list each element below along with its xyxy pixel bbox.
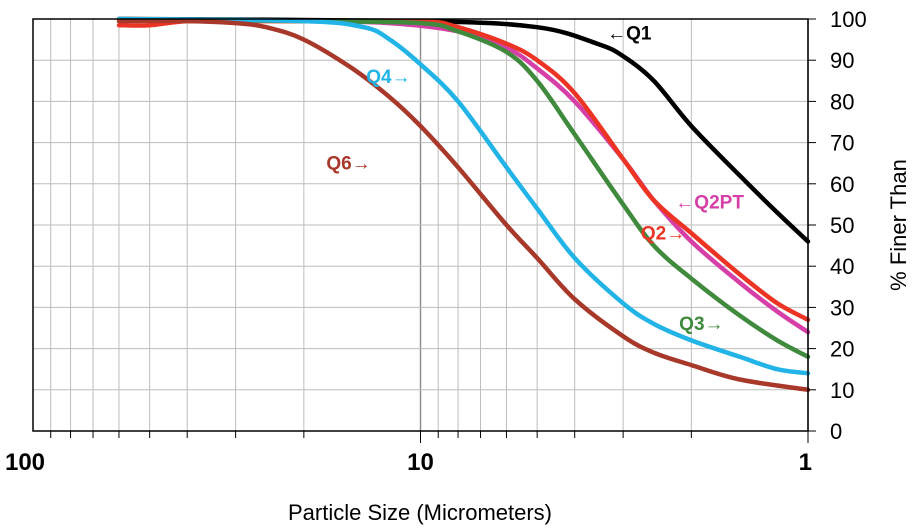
y-tick-label: 40 bbox=[830, 254, 854, 279]
x-tick-label: 100 bbox=[5, 449, 45, 476]
series-label-q2pt: ←Q2PT bbox=[675, 193, 744, 214]
series-label-q1: ←Q1 bbox=[607, 24, 652, 45]
x-tick-label: 10 bbox=[407, 449, 434, 476]
series-labels: ←Q1 ←Q2PT Q2→ Q3→ Q4→ Q6→ bbox=[326, 24, 744, 335]
y-tick-label: 20 bbox=[830, 337, 854, 362]
y-tick-label: 90 bbox=[830, 48, 854, 73]
y-tick-label: 100 bbox=[830, 7, 867, 32]
y-tick-label: 30 bbox=[830, 295, 854, 320]
series-label-q2: Q2→ bbox=[641, 223, 685, 244]
y-axis-title: % Finer Than bbox=[886, 159, 911, 291]
y-tick-label: 80 bbox=[830, 89, 854, 114]
series-line-q3 bbox=[116, 16, 811, 360]
series-label-q3: Q3→ bbox=[679, 314, 723, 335]
y-tick-label: 10 bbox=[830, 378, 854, 403]
series-layer bbox=[116, 16, 811, 393]
series-line-q4 bbox=[116, 16, 811, 376]
grid bbox=[33, 18, 809, 432]
y-tick-label: 70 bbox=[830, 131, 854, 156]
y-tick-label: 60 bbox=[830, 172, 854, 197]
y-tick-label: 50 bbox=[830, 213, 854, 238]
series-line-q6 bbox=[116, 18, 811, 393]
x-tick-label: 1 bbox=[799, 449, 812, 476]
series-label-q4: Q4→ bbox=[366, 67, 410, 88]
y-tick-label: 0 bbox=[830, 419, 842, 444]
x-axis-title: Particle Size (Micrometers) bbox=[288, 500, 552, 525]
axis-ticks: 0 10 20 30 40 50 60 70 80 90 100 100 10 1 bbox=[5, 7, 867, 476]
series-label-q6: Q6→ bbox=[326, 153, 370, 174]
